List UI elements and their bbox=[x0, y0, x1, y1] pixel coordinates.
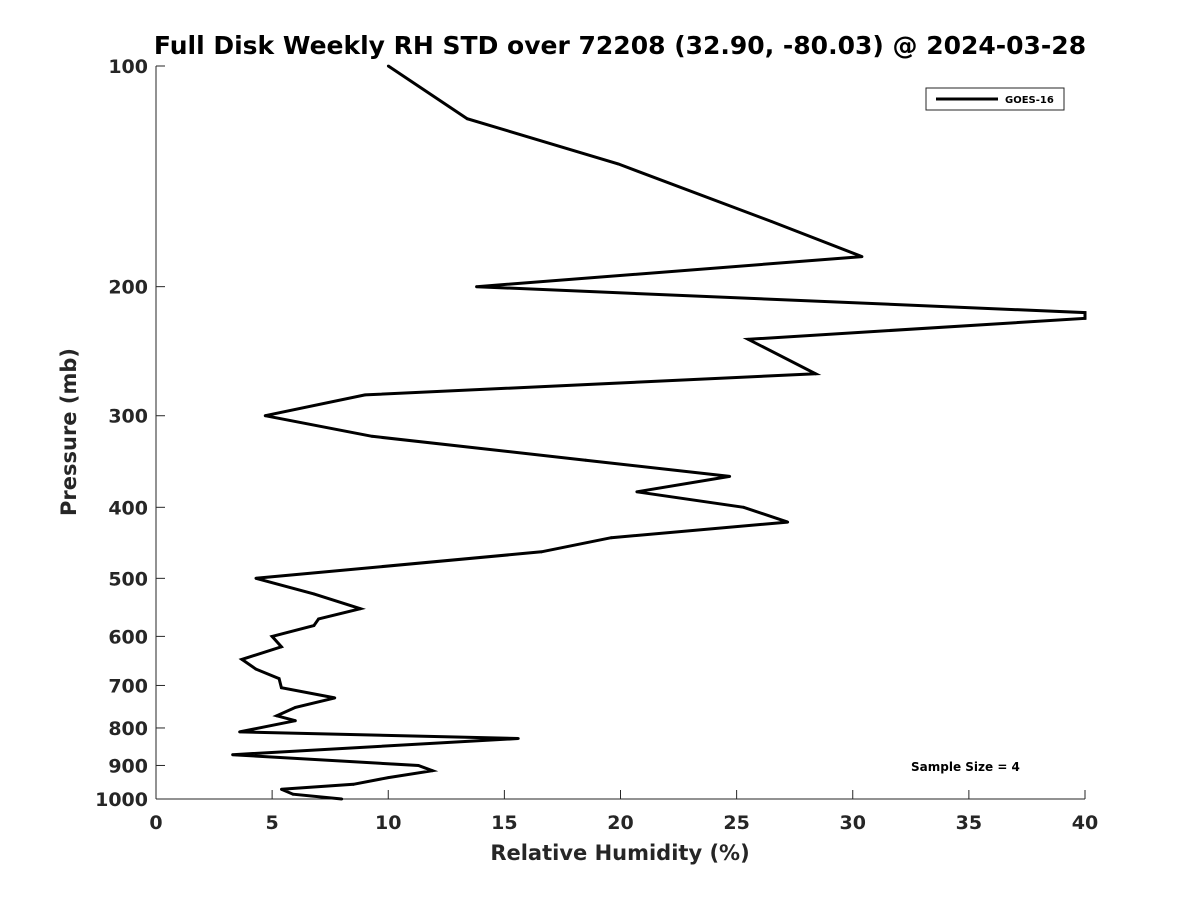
data-point bbox=[465, 117, 469, 121]
sample-size-annotation: Sample Size = 4 bbox=[911, 760, 1020, 774]
x-tick-label: 0 bbox=[149, 812, 162, 834]
data-point bbox=[333, 696, 337, 700]
data-point bbox=[291, 792, 295, 796]
y-tick-label: 600 bbox=[108, 626, 148, 648]
x-axis: 0 5 10 15 20 25 30 35 40 bbox=[149, 790, 1098, 834]
data-point bbox=[275, 714, 279, 718]
data-point bbox=[742, 505, 745, 509]
x-tick-label: 40 bbox=[1072, 812, 1098, 834]
data-point bbox=[312, 624, 316, 627]
y-tick-label: 300 bbox=[108, 406, 148, 428]
x-tick-label: 30 bbox=[840, 812, 866, 834]
data-point bbox=[270, 635, 274, 638]
data-point bbox=[417, 764, 420, 767]
data-point bbox=[294, 719, 297, 723]
y-tick-label: 1000 bbox=[95, 789, 148, 811]
data-point bbox=[770, 220, 773, 223]
data-point bbox=[277, 677, 281, 680]
data-point bbox=[317, 617, 320, 621]
data-point bbox=[1083, 317, 1087, 320]
data-point bbox=[312, 592, 316, 596]
data-point bbox=[609, 536, 613, 540]
chart-title: Full Disk Weekly RH STD over 72208 (32.9… bbox=[154, 31, 1086, 60]
data-point bbox=[294, 706, 297, 709]
legend: GOES-16 bbox=[925, 87, 1065, 111]
y-tick-label: 200 bbox=[108, 277, 148, 299]
data-point bbox=[540, 550, 543, 554]
x-tick-label: 35 bbox=[956, 812, 982, 834]
y-tick-label: 500 bbox=[108, 568, 148, 590]
data-point bbox=[616, 162, 620, 166]
data-point bbox=[728, 475, 732, 478]
data-point bbox=[238, 730, 242, 734]
data-point bbox=[431, 769, 434, 773]
data-point bbox=[475, 285, 478, 289]
data-point bbox=[363, 393, 367, 397]
data-point bbox=[340, 797, 344, 801]
data-point bbox=[386, 64, 390, 68]
data-point bbox=[231, 753, 235, 757]
data-point bbox=[860, 255, 864, 258]
data-point bbox=[370, 434, 374, 438]
data-point bbox=[1083, 311, 1087, 314]
x-tick-label: 25 bbox=[723, 812, 749, 834]
x-axis-label: Relative Humidity (%) bbox=[490, 841, 749, 865]
data-point bbox=[254, 576, 258, 580]
data-point bbox=[814, 372, 817, 376]
data-point bbox=[280, 787, 283, 791]
data-point bbox=[263, 414, 267, 418]
x-tick-label: 15 bbox=[491, 812, 517, 834]
x-tick-label: 20 bbox=[607, 812, 633, 834]
data-point bbox=[280, 686, 283, 690]
data-point bbox=[359, 607, 362, 611]
y-tick-label: 700 bbox=[108, 675, 148, 697]
data-point bbox=[786, 520, 790, 524]
data-point bbox=[516, 737, 520, 740]
y-tick-label: 800 bbox=[108, 718, 148, 740]
data-point bbox=[240, 658, 244, 661]
data-point bbox=[280, 645, 283, 649]
plot-series bbox=[231, 64, 1087, 801]
data-point bbox=[352, 782, 355, 786]
data-point bbox=[635, 490, 639, 494]
data-point bbox=[584, 458, 588, 462]
legend-label-goes-16: GOES-16 bbox=[1005, 95, 1054, 106]
data-point bbox=[746, 337, 750, 341]
data-point bbox=[254, 667, 258, 671]
y-tick-label: 900 bbox=[108, 755, 148, 777]
y-tick-label: 100 bbox=[108, 56, 148, 78]
data-point bbox=[386, 776, 390, 779]
y-tick-label: 400 bbox=[108, 497, 148, 519]
x-tick-label: 10 bbox=[375, 812, 401, 834]
y-axis: 100 200 300 400 500 600 700 800 900 1000 bbox=[95, 56, 165, 811]
y-axis-label: Pressure (mb) bbox=[57, 348, 81, 516]
x-tick-label: 5 bbox=[266, 812, 279, 834]
